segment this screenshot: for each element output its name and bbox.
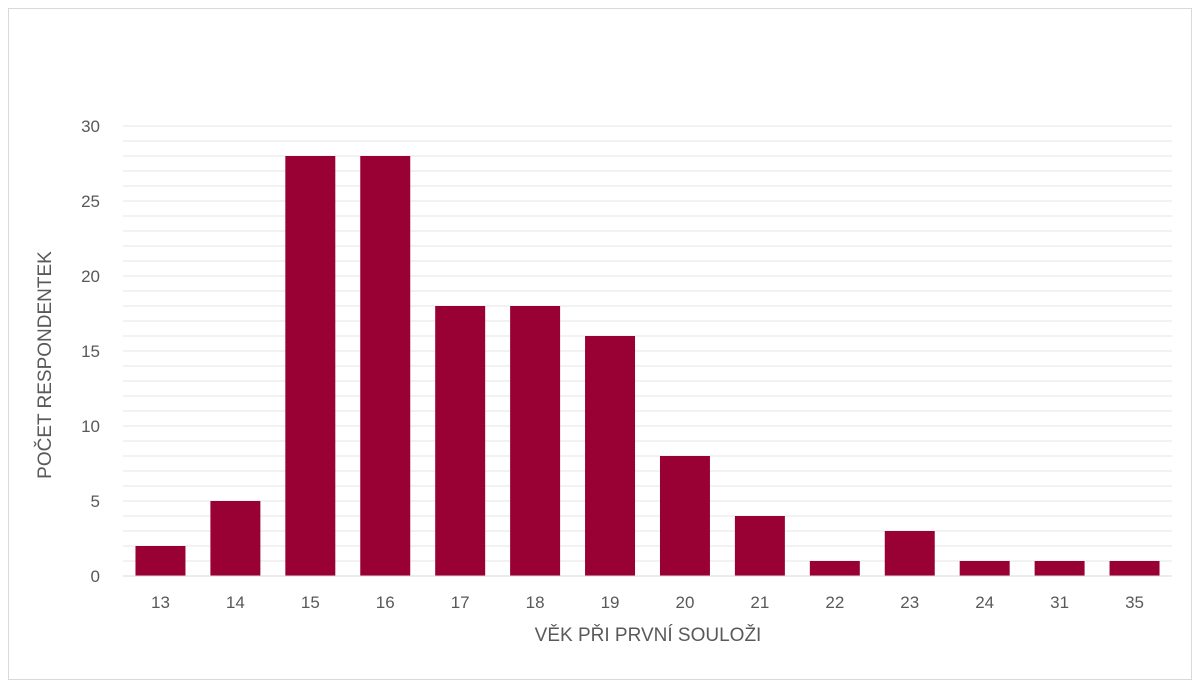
bar-16 (360, 156, 411, 576)
bar-24 (959, 561, 1010, 576)
x-tick-label: 24 (975, 593, 994, 612)
x-tick-label: 18 (526, 593, 545, 612)
x-axis-title: VĚK PŘI PRVNÍ SOULOŽI (535, 624, 762, 646)
y-tick-label: 30 (81, 117, 100, 136)
x-tick-label: 35 (1125, 593, 1144, 612)
x-axis-ticks: 13 14 15 16 17 18 19 20 21 22 23 24 31 35 (151, 593, 1144, 612)
bar-35 (1109, 561, 1160, 576)
bar-23 (884, 531, 935, 576)
x-tick-label: 31 (1050, 593, 1069, 612)
x-tick-label: 20 (676, 593, 695, 612)
x-tick-label: 14 (226, 593, 245, 612)
y-tick-label: 15 (81, 342, 100, 361)
x-tick-label: 22 (825, 593, 844, 612)
y-tick-label: 0 (91, 567, 100, 586)
bar-15 (285, 156, 336, 576)
bar-20 (659, 456, 710, 576)
y-tick-label: 20 (81, 267, 100, 286)
y-tick-label: 5 (91, 492, 100, 511)
x-tick-label: 16 (376, 593, 395, 612)
bar-14 (210, 501, 261, 576)
x-tick-label: 13 (151, 593, 170, 612)
bar-17 (435, 306, 486, 576)
bar-18 (510, 306, 561, 576)
bar-22 (809, 561, 860, 576)
x-tick-label: 23 (900, 593, 919, 612)
bar-31 (1034, 561, 1085, 576)
y-tick-label: 25 (81, 192, 100, 211)
bar-21 (734, 516, 785, 576)
bar-13 (135, 546, 186, 576)
gridlines (123, 125, 1172, 562)
x-tick-label: 15 (301, 593, 320, 612)
y-axis-title: POČET RESPONDENTEK (34, 251, 56, 479)
y-tick-label: 10 (81, 417, 100, 436)
bar-19 (585, 336, 636, 576)
x-tick-label: 19 (601, 593, 620, 612)
bars (135, 156, 1160, 576)
y-axis-ticks: 0 5 10 15 20 25 30 (81, 117, 100, 586)
x-tick-label: 17 (451, 593, 470, 612)
x-tick-label: 21 (750, 593, 769, 612)
